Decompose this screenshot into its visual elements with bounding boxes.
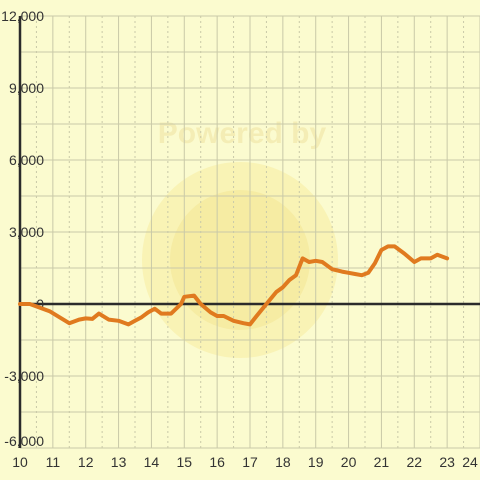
x-tick-label: 12 [78,454,94,470]
axes [18,16,480,448]
series [18,244,450,327]
y-tick-label: 12,000 [1,8,44,24]
y-tick-label: 6,000 [9,152,44,168]
x-tick-label: 19 [308,454,324,470]
y-tick-label: 3,000 [9,224,44,240]
x-tick-label: 11 [46,454,61,470]
grid [19,15,480,449]
x-tick-label: 21 [374,454,390,470]
x-tick-label: 14 [144,454,160,470]
x-tick-label: 15 [176,454,192,470]
series-line [18,244,450,327]
y-tick-label: -6,000 [4,433,44,449]
x-tick-label: 18 [275,454,291,470]
watermark-logo-inner [170,190,310,330]
y-tick-label: -3,000 [4,368,44,384]
x-tick-label: 10 [12,454,28,470]
x-tick-label: 17 [242,454,258,470]
y-tick-label: 0 [36,296,44,312]
x-tick-label: 24 [462,454,478,470]
watermark-text: Powered by [158,117,327,150]
x-tick-label: 16 [209,454,225,470]
x-tick-label: 20 [341,454,357,470]
watermark-logo-disc [142,162,338,358]
x-tick-label: 23 [439,454,455,470]
x-tick-label: 13 [111,454,127,470]
x-tick-label: 22 [406,454,422,470]
tick-labels: -6,000 -3,000 0 3,000 6,000 9,000 12,000 10 11 12… [1,8,478,470]
y-tick-label: 9,000 [9,80,44,96]
